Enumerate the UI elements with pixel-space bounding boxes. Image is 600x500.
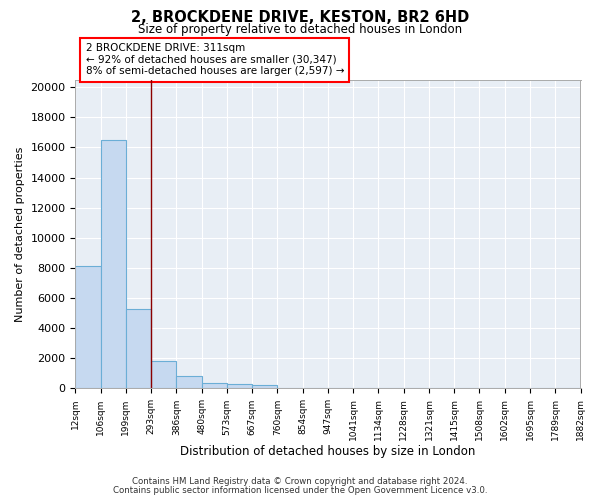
Text: Size of property relative to detached houses in London: Size of property relative to detached ho…: [138, 22, 462, 36]
Bar: [151, 360, 176, 388]
Text: 2, BROCKDENE DRIVE, KESTON, BR2 6HD: 2, BROCKDENE DRIVE, KESTON, BR2 6HD: [131, 10, 469, 25]
Bar: [252, 385, 277, 388]
Text: 2 BROCKDENE DRIVE: 311sqm
← 92% of detached houses are smaller (30,347)
8% of se: 2 BROCKDENE DRIVE: 311sqm ← 92% of detac…: [86, 44, 344, 76]
Bar: [227, 384, 252, 388]
Bar: [76, 266, 101, 388]
Bar: [126, 308, 151, 388]
X-axis label: Distribution of detached houses by size in London: Distribution of detached houses by size …: [180, 444, 476, 458]
Y-axis label: Number of detached properties: Number of detached properties: [15, 146, 25, 322]
Bar: [176, 376, 202, 388]
Bar: [101, 140, 126, 388]
Text: Contains public sector information licensed under the Open Government Licence v3: Contains public sector information licen…: [113, 486, 487, 495]
Text: Contains HM Land Registry data © Crown copyright and database right 2024.: Contains HM Land Registry data © Crown c…: [132, 477, 468, 486]
Bar: [202, 383, 227, 388]
